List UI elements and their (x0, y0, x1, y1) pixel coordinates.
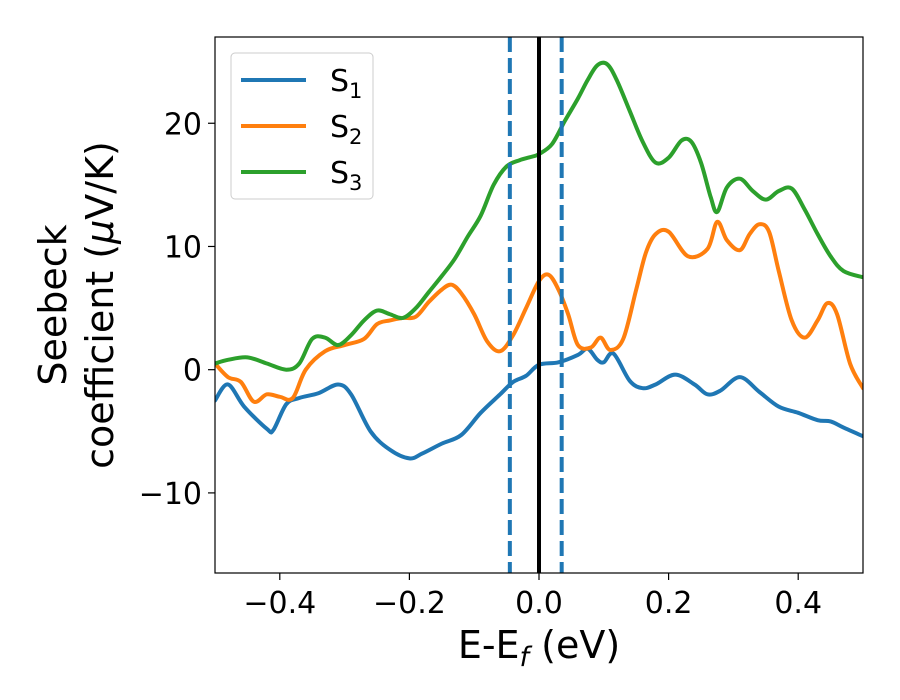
legend-label-s3: S3 (330, 156, 362, 195)
x-tick-label: 0.2 (645, 586, 693, 621)
y-tick-label: −10 (139, 477, 202, 512)
y-axis-label-mu: μ (78, 220, 122, 245)
legend-entries: S1 S2 S3 (241, 64, 362, 195)
series-line-s1 (215, 346, 863, 461)
x-axis-label-unit: (eV) (529, 623, 620, 667)
y-axis-label-line1: Seebeck (31, 224, 75, 385)
y-axis-label-line2: coefficient (μV/K) (78, 141, 122, 469)
x-axis-ticks: −0.4 −0.2 0.0 0.2 0.4 (243, 573, 822, 621)
legend: S1 S2 S3 (230, 52, 374, 200)
y-tick-label: 0 (183, 354, 202, 389)
y-axis-label-pre: coefficient ( (78, 244, 122, 469)
y-tick-label: 20 (164, 107, 202, 142)
y-tick-label: 10 (164, 230, 202, 265)
x-tick-label: 0.4 (774, 586, 822, 621)
series-line-s3 (215, 60, 863, 372)
x-tick-label: −0.2 (373, 586, 446, 621)
legend-label-s1: S1 (330, 64, 362, 103)
y-axis-label-post: V/K) (78, 141, 122, 220)
y-axis-ticks: −10 0 10 20 (139, 107, 215, 512)
legend-label-s2: S2 (330, 110, 362, 149)
reference-lines (507, 37, 564, 573)
series-layer (215, 60, 863, 461)
x-axis-label: E-Ef (eV) (458, 623, 620, 673)
x-tick-label: −0.4 (243, 586, 316, 621)
x-tick-label: 0.0 (515, 586, 563, 621)
x-axis-label-main: E-E (458, 623, 520, 667)
